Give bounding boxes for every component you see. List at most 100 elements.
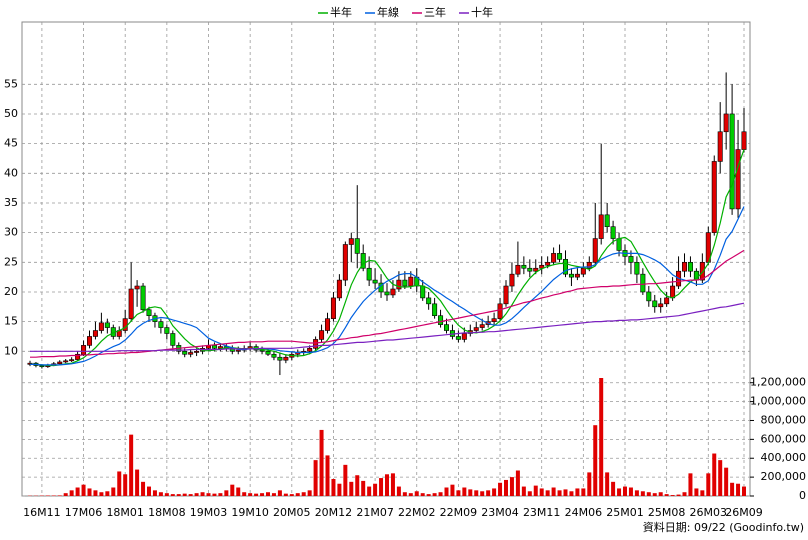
y-tick-label: 45 bbox=[4, 137, 18, 150]
legend-label: 年線 bbox=[377, 5, 399, 19]
candle-body bbox=[408, 276, 414, 287]
volume-bar bbox=[652, 493, 657, 496]
y-tick-label: 20 bbox=[4, 285, 18, 298]
volume-bar bbox=[730, 482, 735, 496]
volume-bar bbox=[402, 492, 407, 496]
candle-body bbox=[277, 356, 283, 361]
volume-bar bbox=[700, 490, 705, 496]
candle-body bbox=[497, 303, 503, 319]
volume-bar bbox=[147, 486, 151, 496]
candle-body bbox=[188, 352, 194, 355]
candle-body bbox=[586, 261, 592, 269]
volume-bar bbox=[504, 479, 508, 496]
candle-body bbox=[63, 360, 69, 363]
volume-bar bbox=[634, 490, 639, 496]
candle-body bbox=[348, 238, 354, 245]
candle-body bbox=[164, 327, 170, 334]
candle-body bbox=[658, 303, 664, 308]
candle-body bbox=[628, 256, 634, 263]
volume-bar bbox=[557, 490, 562, 496]
volume-bar bbox=[271, 493, 276, 496]
volume-bar bbox=[242, 492, 247, 496]
candle-body bbox=[87, 336, 93, 346]
candle-body bbox=[646, 291, 652, 302]
y-tick-label: 15 bbox=[4, 315, 18, 328]
volume-bar bbox=[373, 483, 378, 496]
candle-body bbox=[324, 318, 330, 331]
candle-body bbox=[634, 261, 640, 275]
volume-bar bbox=[623, 486, 627, 496]
candle-body bbox=[729, 113, 735, 210]
volume-bar bbox=[325, 455, 330, 496]
x-tick-label: 20M12 bbox=[315, 506, 353, 519]
volume-bar bbox=[509, 477, 514, 496]
y2-tick-label: 600,000 bbox=[761, 432, 807, 445]
volume-bar bbox=[432, 493, 437, 496]
candle-body bbox=[491, 318, 497, 322]
candle-body bbox=[313, 339, 319, 349]
volume-bar bbox=[331, 479, 336, 496]
candle-body bbox=[664, 297, 670, 305]
volume-bar bbox=[349, 481, 354, 496]
volume-bar bbox=[718, 460, 723, 496]
candle-body bbox=[699, 261, 705, 281]
candle-body bbox=[473, 327, 479, 331]
volume-bar bbox=[206, 493, 211, 496]
candle-body bbox=[140, 285, 146, 311]
candle-body bbox=[360, 253, 366, 269]
y-tick-label: 50 bbox=[4, 107, 18, 120]
candle-body bbox=[479, 324, 485, 328]
volume-bar bbox=[521, 486, 526, 496]
candle-body bbox=[515, 264, 521, 275]
volume-bar bbox=[277, 490, 282, 496]
volume-bar bbox=[551, 487, 556, 496]
volume-bar bbox=[194, 493, 199, 496]
volume-bar bbox=[456, 490, 461, 496]
volume-bar bbox=[63, 493, 68, 496]
y-tick-label: 25 bbox=[4, 255, 18, 268]
candle-body bbox=[711, 161, 717, 233]
volume-bar bbox=[200, 492, 205, 496]
volume-bar bbox=[176, 494, 181, 496]
candle-body bbox=[158, 321, 164, 328]
candle-body bbox=[503, 285, 509, 305]
volume-bar bbox=[450, 484, 455, 496]
x-tick-label: 19M03 bbox=[190, 506, 228, 519]
candle-body bbox=[81, 345, 87, 355]
candle-body bbox=[372, 279, 378, 284]
candle-body bbox=[98, 322, 104, 331]
volume-bar bbox=[688, 473, 693, 496]
candle-body bbox=[182, 350, 188, 355]
candle-body bbox=[681, 261, 687, 272]
volume-bar bbox=[646, 492, 651, 496]
candle-body bbox=[69, 359, 75, 362]
candle-body bbox=[390, 288, 396, 296]
volume-bar bbox=[266, 492, 270, 496]
volume-bar bbox=[396, 486, 401, 496]
x-tick-label: 21M07 bbox=[356, 506, 394, 519]
volume-bar bbox=[385, 474, 389, 496]
volume-bar bbox=[664, 494, 669, 496]
candle-body bbox=[527, 267, 533, 272]
volume-bar bbox=[539, 488, 544, 496]
x-tick-label: 18M01 bbox=[106, 506, 144, 519]
source-note: 資料日期: 09/22 (Goodinfo.tw) bbox=[643, 520, 804, 534]
candle-body bbox=[640, 273, 646, 293]
y-tick-label: 30 bbox=[4, 226, 18, 239]
volume-bar bbox=[480, 491, 485, 496]
x-tick-label: 19M10 bbox=[231, 506, 269, 519]
volume-bar bbox=[414, 491, 419, 496]
candle-body bbox=[283, 356, 289, 361]
volume-bar bbox=[724, 467, 729, 496]
candle-body bbox=[75, 353, 81, 360]
volume-bar bbox=[75, 487, 80, 496]
volume-bar bbox=[69, 490, 74, 496]
ma-line bbox=[30, 302, 745, 352]
y2-tick-label: 0 bbox=[799, 489, 806, 502]
candle-body bbox=[211, 345, 217, 349]
volume-bar bbox=[486, 490, 491, 496]
volume-bar bbox=[313, 460, 318, 496]
candle-body bbox=[170, 333, 176, 346]
volume-bar bbox=[670, 495, 675, 496]
volume-bar bbox=[152, 490, 157, 496]
